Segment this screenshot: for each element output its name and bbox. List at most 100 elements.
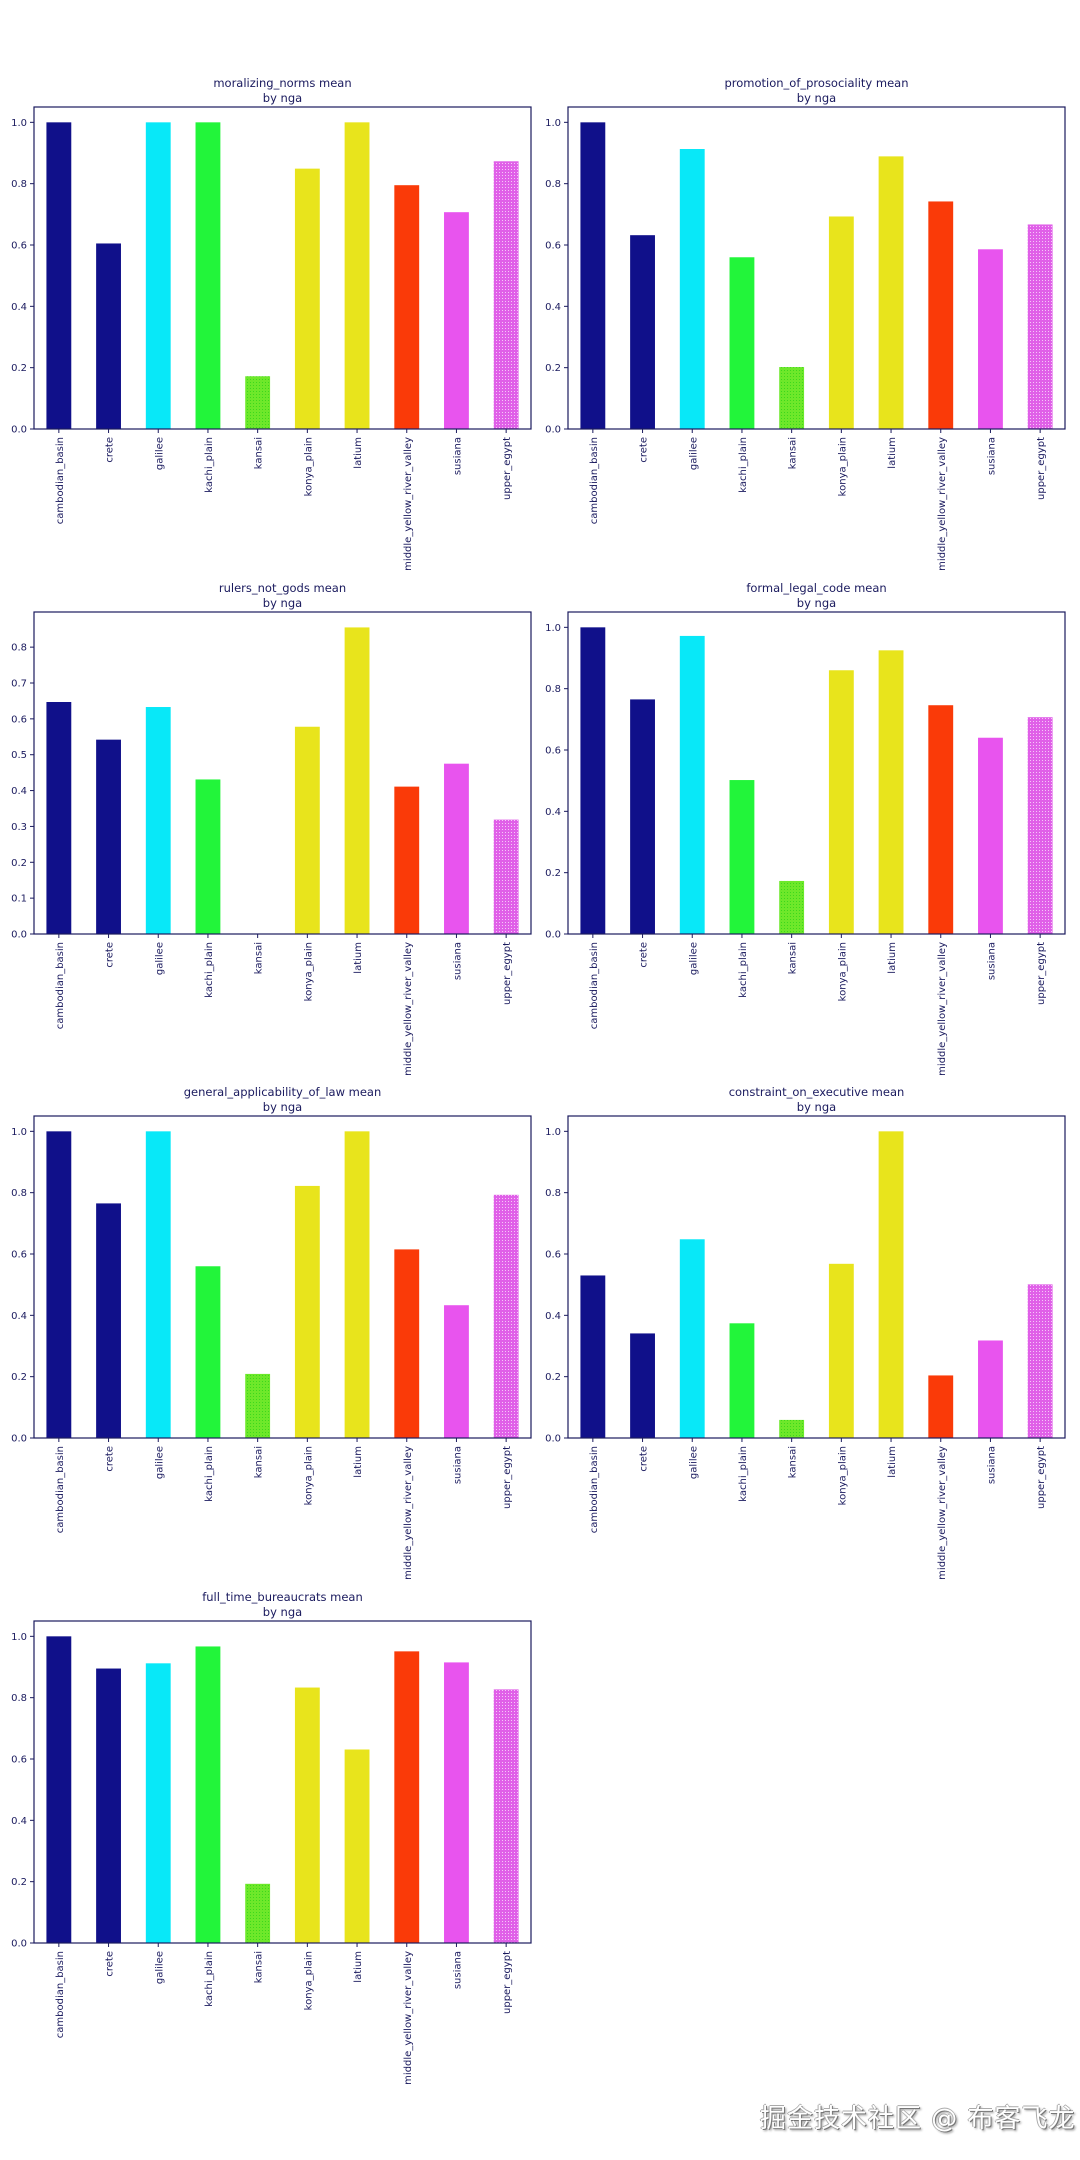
bar-middle_yellow_river_valley: [394, 786, 420, 934]
x-tick-label: susiana: [986, 942, 997, 980]
bar-latium: [878, 650, 904, 934]
bar-galilee: [679, 635, 705, 934]
x-tick-label: kachi_plain: [204, 1951, 215, 2007]
bar-crete: [96, 739, 121, 934]
y-tick-label: 0.6: [11, 1755, 27, 1766]
x-tick-label: middle_yellow_river_valley: [937, 942, 948, 1076]
x-tick-label: upper_egypt: [502, 942, 513, 1005]
y-tick-label: 0.8: [11, 179, 27, 190]
y-tick-label: 0.4: [11, 1816, 27, 1827]
bar-susiana: [444, 212, 469, 429]
axes-frame: [567, 1115, 1066, 1439]
x-tick-label: susiana: [452, 942, 463, 980]
x-tick-label: middle_yellow_river_valley: [937, 1446, 948, 1580]
y-tick-label: 0.2: [11, 858, 27, 869]
bar-upper_egypt: [493, 1194, 519, 1438]
bar-kansai: [245, 1373, 271, 1438]
y-tick-label: 0.0: [11, 1434, 27, 1445]
x-tick-label: cambodian_basin: [55, 1951, 66, 2038]
y-tick-label: 0.5: [11, 750, 27, 761]
bar-susiana: [444, 763, 469, 934]
bar-upper_egypt: [493, 1689, 519, 1943]
y-tick-label: 0.6: [11, 1250, 27, 1261]
y-tick-label: 0.4: [545, 1311, 561, 1322]
y-tick-label: 0.8: [11, 1188, 27, 1199]
y-tick-label: 0.6: [545, 746, 561, 757]
bar-kachi_plain: [195, 1266, 221, 1438]
x-tick-label: latium: [353, 1951, 364, 1983]
bar-galilee: [145, 122, 171, 429]
bar-upper_egypt: [493, 161, 519, 429]
bar-kansai: [245, 1883, 271, 1943]
y-tick-label: 0.0: [11, 1939, 27, 1950]
x-tick-label: kansai: [788, 1446, 799, 1478]
x-tick-label: middle_yellow_river_valley: [403, 1446, 414, 1580]
bar-kansai: [779, 367, 805, 429]
bar-cambodian_basin: [580, 1275, 606, 1438]
bar-konya_plain: [828, 670, 854, 934]
y-tick-label: 0.8: [11, 643, 27, 654]
chart-title: full_time_bureaucrats mean: [202, 1590, 363, 1604]
x-tick-label: crete: [105, 1446, 116, 1472]
x-tick-label: latium: [353, 942, 364, 974]
y-tick-label: 0.8: [545, 179, 561, 190]
y-tick-label: 0.2: [11, 1372, 27, 1383]
x-tick-label: galilee: [688, 437, 699, 470]
y-tick-label: 0.3: [11, 822, 27, 833]
bar-galilee: [145, 1663, 171, 1943]
bar-crete: [630, 699, 655, 934]
x-tick-label: upper_egypt: [502, 1951, 513, 2014]
x-tick-label: kachi_plain: [204, 942, 215, 998]
y-tick-label: 0.2: [545, 363, 561, 374]
bar-cambodian_basin: [46, 1636, 72, 1943]
bar-kachi_plain: [729, 780, 755, 934]
bar-galilee: [145, 1131, 171, 1438]
axes-frame: [33, 1115, 532, 1439]
bar-susiana: [978, 249, 1003, 429]
y-tick-label: 0.0: [11, 930, 27, 941]
x-tick-label: crete: [639, 1446, 650, 1472]
x-tick-label: crete: [105, 437, 116, 463]
bar-konya_plain: [294, 726, 320, 934]
x-tick-label: cambodian_basin: [589, 1446, 600, 1533]
bar-upper_egypt: [493, 819, 519, 934]
x-tick-label: konya_plain: [303, 1446, 314, 1505]
x-tick-label: susiana: [986, 437, 997, 475]
bar-konya_plain: [828, 1263, 854, 1438]
bar-middle_yellow_river_valley: [394, 1651, 420, 1943]
x-tick-label: latium: [887, 437, 898, 469]
bar-kachi_plain: [195, 1646, 221, 1943]
y-tick-label: 0.6: [11, 241, 27, 252]
bar-latium: [344, 122, 370, 429]
x-tick-label: kansai: [788, 942, 799, 974]
bar-konya_plain: [294, 1687, 320, 1943]
x-tick-label: kachi_plain: [204, 1446, 215, 1502]
y-tick-label: 0.1: [11, 894, 27, 905]
y-tick-label: 0.6: [545, 241, 561, 252]
x-tick-label: kansai: [254, 942, 265, 974]
bar-crete: [630, 1333, 655, 1438]
x-tick-label: middle_yellow_river_valley: [403, 1951, 414, 2085]
y-tick-label: 1.0: [545, 118, 561, 129]
bar-upper_egypt: [1027, 717, 1053, 934]
bar-cambodian_basin: [46, 702, 72, 934]
chart-subtitle: by nga: [797, 91, 836, 105]
bar-susiana: [978, 1340, 1003, 1438]
bar-latium: [344, 627, 370, 934]
x-tick-label: middle_yellow_river_valley: [403, 437, 414, 571]
x-tick-label: cambodian_basin: [55, 942, 66, 1029]
bar-susiana: [978, 737, 1003, 934]
x-tick-label: crete: [639, 437, 650, 463]
y-tick-label: 0.4: [11, 1311, 27, 1322]
y-tick-label: 0.4: [545, 302, 561, 313]
chart-title: constraint_on_executive mean: [729, 1085, 905, 1099]
x-tick-label: susiana: [452, 437, 463, 475]
bar-cambodian_basin: [580, 122, 606, 429]
bar-crete: [96, 243, 121, 429]
axes-frame: [567, 106, 1066, 430]
y-tick-label: 0.4: [11, 786, 27, 797]
x-tick-label: kachi_plain: [204, 437, 215, 493]
